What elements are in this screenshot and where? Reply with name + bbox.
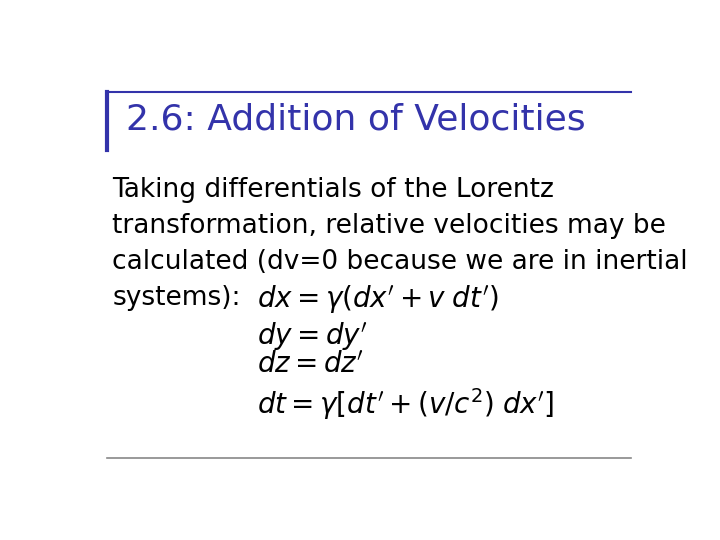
Text: 2.6: Addition of Velocities: 2.6: Addition of Velocities [126, 103, 586, 137]
Text: $dt = \gamma[dt'+(v/c^2)\; dx']$: $dt = \gamma[dt'+(v/c^2)\; dx']$ [258, 386, 554, 422]
Text: $dz = dz'$: $dz = dz'$ [258, 351, 364, 379]
Text: $dy = dy'$: $dy = dy'$ [258, 321, 368, 353]
Text: Taking differentials of the Lorentz
transformation, relative velocities may be
c: Taking differentials of the Lorentz tran… [112, 177, 688, 311]
Text: $dx = \gamma(dx'+v\; dt')$: $dx = \gamma(dx'+v\; dt')$ [258, 284, 499, 316]
